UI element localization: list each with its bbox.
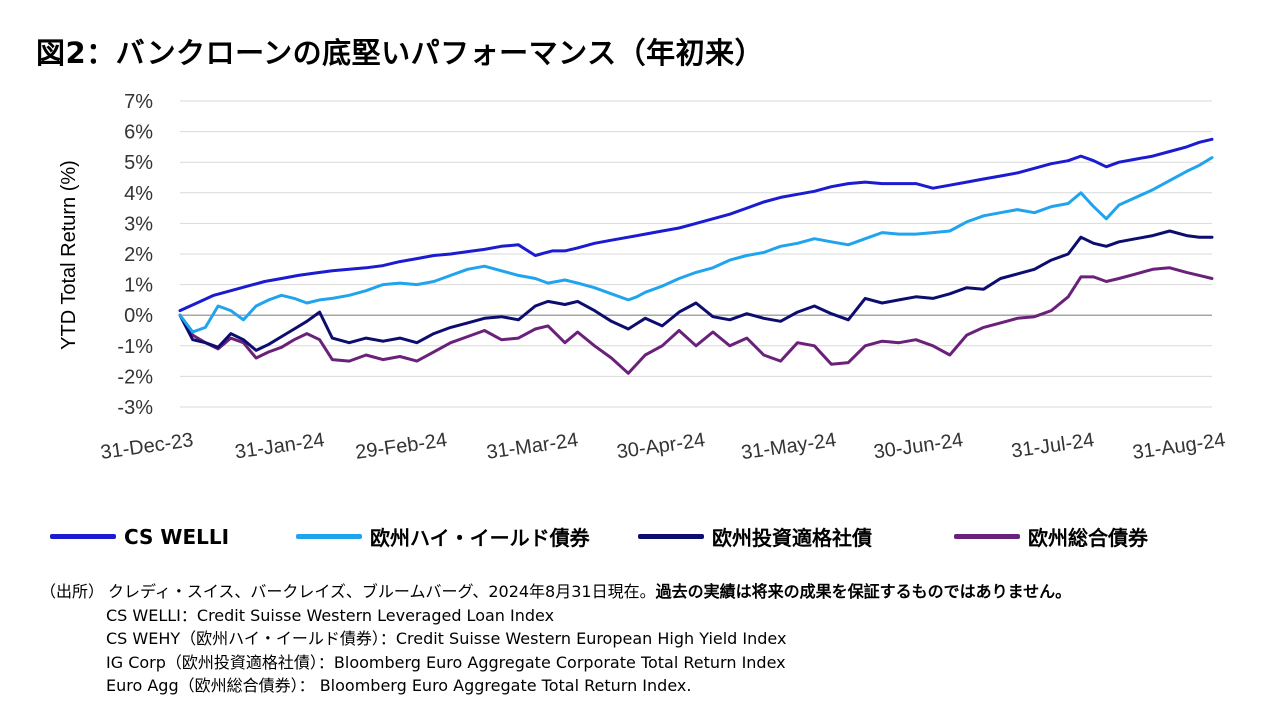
x-tick-label: 31-Dec-23: [99, 429, 195, 464]
definition-ig-corp: IG Corp（欧州投資適格社債）：Bloomberg Euro Aggrega…: [106, 652, 786, 672]
gridlines: [180, 100, 1212, 408]
y-tick-label: 7%: [124, 91, 153, 113]
legend-item-eu-high-yield: 欧州ハイ・イールド債券: [296, 522, 638, 551]
definition-cs-welli: CS WELLI：Credit Suisse Western Leveraged…: [106, 605, 555, 625]
y-axis-label: YTD Total Return (%): [58, 160, 80, 350]
y-tick-label: -3%: [117, 397, 153, 419]
source-note: （出所） クレディ・スイス、バークレイズ、ブルームバーグ、2024年8月31日現在…: [40, 580, 1071, 604]
legend-label-eu-ig-corp: 欧州投資適格社債: [712, 526, 872, 550]
legend-swatch-eu-aggregate: [954, 534, 1020, 539]
x-tick-label: 31-Mar-24: [485, 429, 579, 464]
series-lines: [178, 137, 1214, 375]
y-tick-label: 4%: [124, 183, 153, 205]
y-tick-label: -2%: [117, 366, 153, 388]
x-tick-label: 31-May-24: [740, 429, 838, 464]
x-tick-label: 31-Jan-24: [234, 429, 326, 463]
line-chart: 7% 6% 5% 4% 3% 2% 1% 0% -1% -2% -3% 31-Dec-23 31-Ja…: [58, 91, 1227, 464]
legend-label-eu-high-yield: 欧州ハイ・イールド債券: [370, 526, 590, 550]
y-tick-label: 2%: [124, 244, 153, 266]
x-tick-label: 30-Jun-24: [872, 429, 964, 463]
chart-title: 図2：バンクローンの底堅いパフォーマンス（年初来）: [36, 36, 765, 70]
series-line-2: [178, 229, 1214, 352]
x-tick-labels: 31-Dec-23 31-Jan-24 29-Feb-24 31-Mar-24 30-A…: [99, 429, 1227, 464]
legend-label-eu-aggregate: 欧州総合債券: [1028, 526, 1148, 550]
legend-item-eu-ig-corp: 欧州投資適格社債: [638, 522, 954, 551]
legend-item-eu-aggregate: 欧州総合債券: [954, 522, 1148, 551]
legend: CS WELLI 欧州ハイ・イールド債券 欧州投資適格社債 欧州総合債券: [50, 522, 1148, 551]
series-line-0: [178, 137, 1214, 313]
series-line-1: [178, 156, 1214, 334]
legend-item-cs-welli: CS WELLI: [50, 525, 296, 549]
legend-swatch-cs-welli: [50, 534, 116, 539]
x-tick-label: 31-Jul-24: [1010, 429, 1096, 462]
source-text: クレディ・スイス、バークレイズ、ブルームバーグ、2024年8月31日現在。: [108, 582, 656, 601]
y-tick-label: 3%: [124, 213, 153, 235]
y-tick-label: 5%: [124, 152, 153, 174]
source-label: （出所）: [40, 582, 105, 601]
x-tick-label: 30-Apr-24: [615, 429, 706, 463]
x-tick-label: 29-Feb-24: [354, 429, 448, 464]
series-line-3: [178, 266, 1214, 375]
y-tick-labels: 7% 6% 5% 4% 3% 2% 1% 0% -1% -2% -3%: [117, 91, 153, 419]
y-tick-label: 0%: [124, 305, 153, 327]
legend-swatch-eu-high-yield: [296, 534, 362, 539]
y-tick-label: 6%: [124, 122, 153, 144]
disclaimer-text: 過去の実績は将来の成果を保証するものではありません。: [655, 582, 1072, 601]
y-tick-label: 1%: [124, 275, 153, 297]
x-tick-label: 31-Aug-24: [1131, 429, 1227, 464]
definition-euro-agg: Euro Agg（欧州総合債券）： Bloomberg Euro Aggrega…: [106, 676, 692, 695]
legend-swatch-eu-ig-corp: [638, 534, 704, 539]
y-tick-label: -1%: [117, 336, 153, 358]
definition-cs-wehy: CS WEHY（欧州ハイ・イールド債券）：Credit Suisse Weste…: [106, 629, 787, 648]
footnotes: （出所） クレディ・スイス、バークレイズ、ブルームバーグ、2024年8月31日現在…: [40, 580, 1071, 698]
legend-label-cs-welli: CS WELLI: [124, 524, 230, 549]
